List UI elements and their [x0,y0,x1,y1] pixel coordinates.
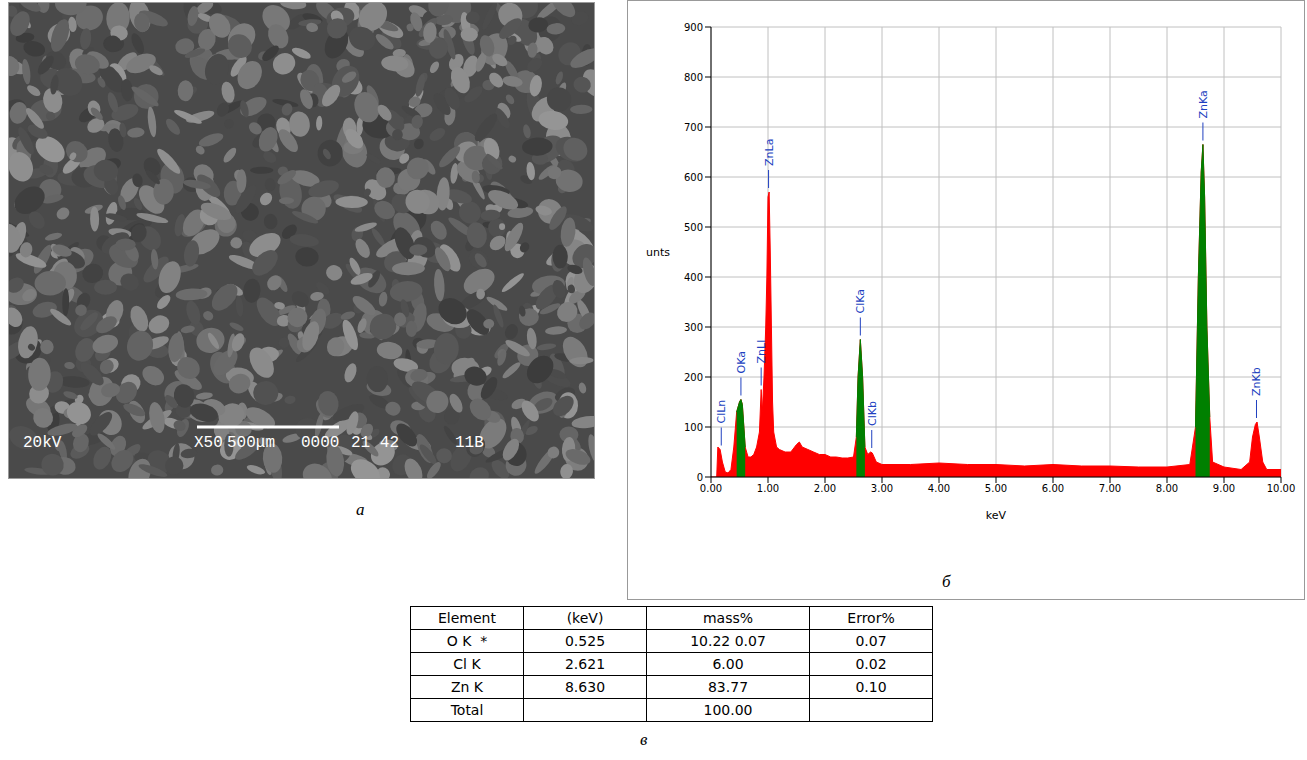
html-text:Zn K: Zn K [450,679,483,695]
html-text:100.00: 100.00 [703,702,753,718]
html-text:Total: Total [450,702,484,718]
svg-text:ZnLl: ZnLl [755,340,768,364]
html-text:O K *: O K * [446,633,488,649]
svg-text:4.00: 4.00 [928,483,950,494]
html-text:0.525: 0.525 [565,633,605,649]
svg-text:300: 300 [684,322,703,333]
html-text:6.00: 6.00 [712,656,744,672]
svg-text:keV: keV [986,509,1007,522]
svg-text:X50: X50 [194,434,223,452]
svg-text:ClKa: ClKa [854,289,867,314]
svg-text:ZnKb: ZnKb [1250,367,1263,396]
html-text:Element: Element [438,610,496,626]
svg-text:500: 500 [684,222,703,233]
svg-text:8.00: 8.00 [1156,483,1178,494]
html-text:10.22 0.07: 10.22 0.07 [690,633,766,649]
svg-text:9.00: 9.00 [1213,483,1235,494]
svg-text:0.00: 0.00 [700,483,722,494]
html-text:8.630: 8.630 [565,679,605,695]
svg-text:3.00: 3.00 [871,483,893,494]
svg-text:11B: 11B [455,434,484,452]
html-text:0.07: 0.07 [855,633,887,649]
svg-text:200: 200 [684,372,703,383]
svg-text:5.00: 5.00 [985,483,1007,494]
svg-text:ClLn: ClLn [715,400,728,424]
svg-text:2.00: 2.00 [814,483,836,494]
svg-text:700: 700 [684,122,703,133]
html-text:Cl K: Cl K [453,656,481,672]
svg-text:400: 400 [684,272,703,283]
html-text:0.02: 0.02 [855,656,887,672]
svg-text:800: 800 [684,72,703,83]
html-text:а: а [356,500,365,519]
svg-text:1.00: 1.00 [757,483,779,494]
svg-text:ZnKa: ZnKa [1197,90,1210,118]
svg-text:21 42: 21 42 [351,434,399,452]
svg-text:900: 900 [684,22,703,33]
html-text:в: в [640,730,648,749]
html-text:Error%: Error% [847,610,895,626]
svg-text:20kV: 20kV [23,434,62,452]
html-text:б: б [942,572,951,591]
svg-text:6.00: 6.00 [1042,483,1064,494]
html-text:0.10: 0.10 [855,679,887,695]
svg-text:100: 100 [684,422,703,433]
html-text:(keV): (keV) [566,610,604,626]
html-text:mass%: mass% [702,610,753,626]
svg-text:10.00: 10.00 [1267,483,1296,494]
svg-text:OKa: OKa [735,351,748,373]
html-text:2.621: 2.621 [565,656,605,672]
svg-text:ClKb: ClKb [866,401,879,426]
svg-text:0000: 0000 [301,434,339,452]
svg-text:600: 600 [684,172,703,183]
svg-text:ZnLa: ZnLa [763,139,776,166]
svg-text:0: 0 [697,472,703,483]
html-text:83.77: 83.77 [708,679,748,695]
svg-text:7.00: 7.00 [1099,483,1121,494]
svg-text:500μm: 500μm [227,434,275,452]
svg-text:unts: unts [646,246,670,259]
